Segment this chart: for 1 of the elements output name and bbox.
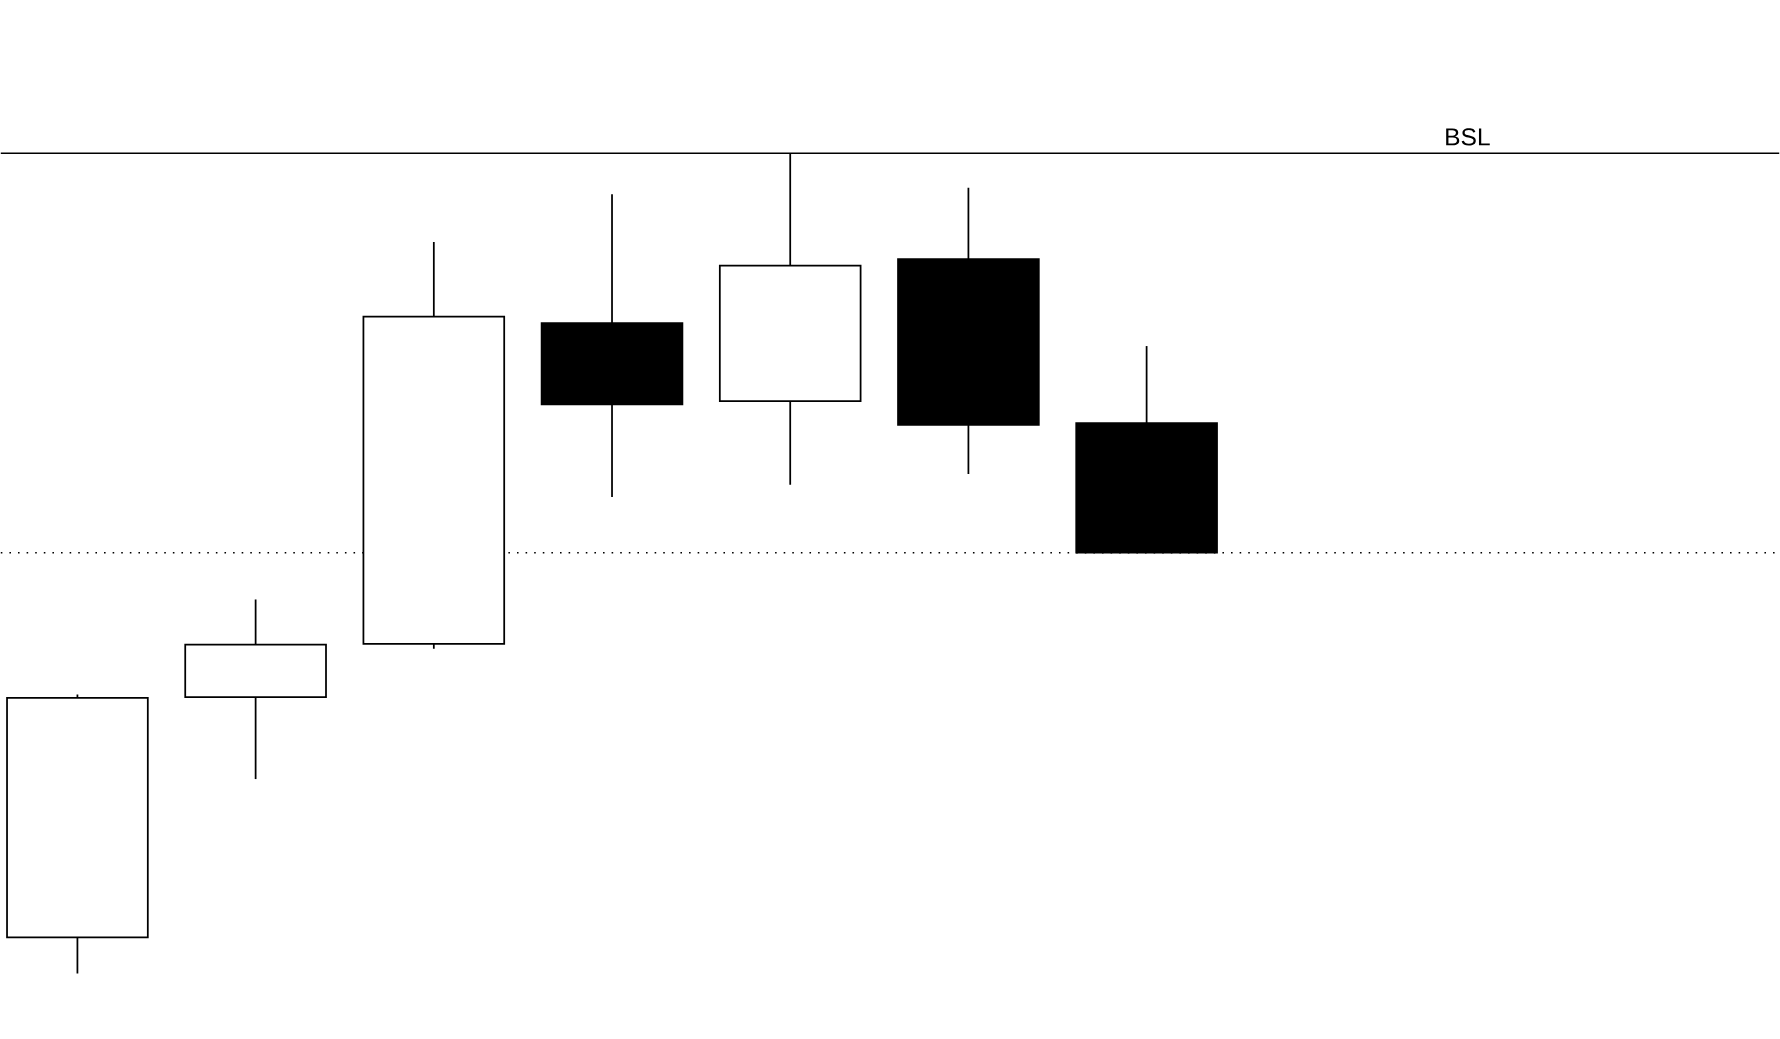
ref-line-label: BSL <box>1446 128 1490 146</box>
